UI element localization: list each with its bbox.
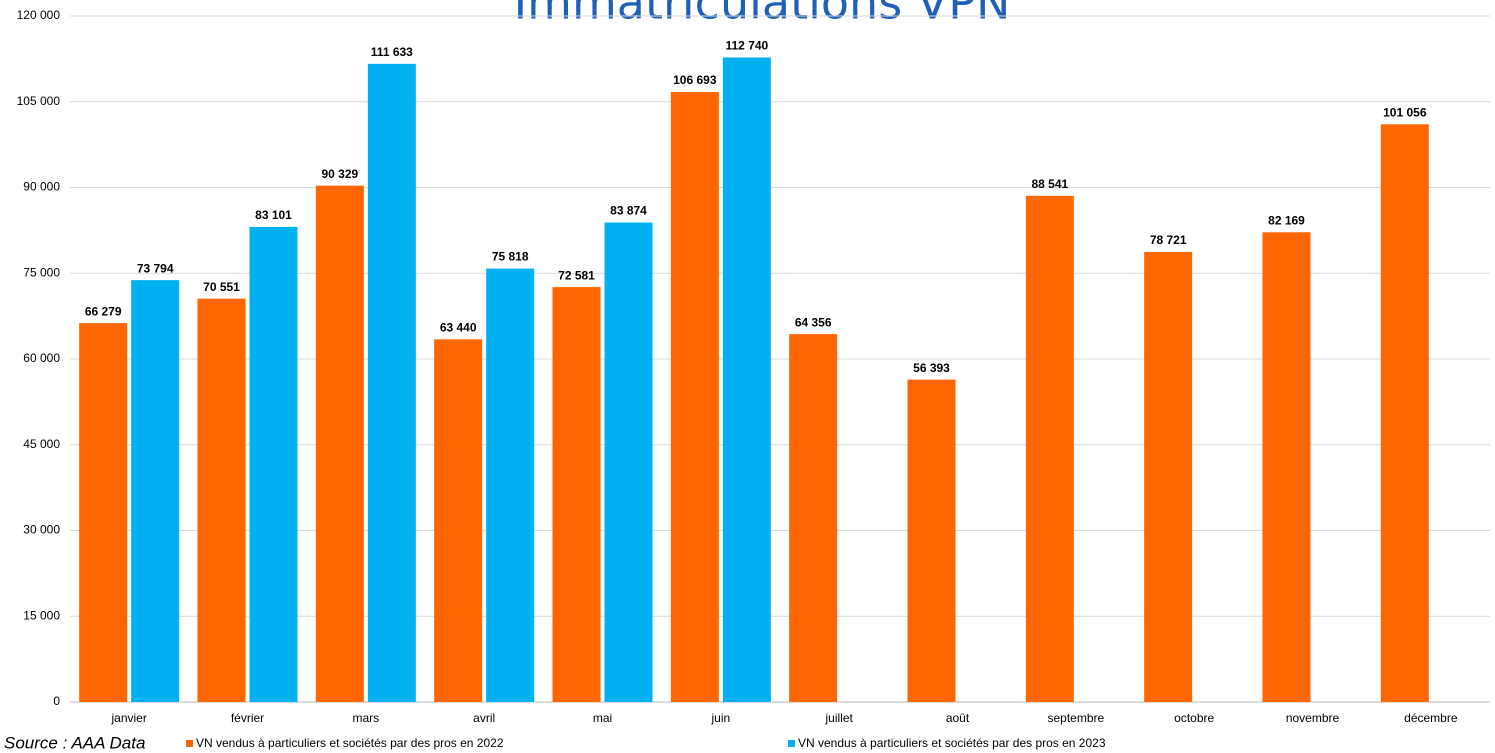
x-tick-label: juillet — [824, 711, 853, 725]
value-label: 82 169 — [1268, 213, 1305, 227]
bar — [249, 226, 298, 703]
bar — [131, 280, 180, 702]
value-label: 106 693 — [673, 73, 717, 87]
y-tick-label: 105 000 — [17, 94, 61, 108]
value-label: 73 794 — [137, 261, 174, 275]
bar — [434, 339, 483, 702]
value-label: 66 279 — [85, 304, 122, 318]
x-tick-label: juin — [710, 711, 730, 725]
legend-label: VN vendus à particuliers et sociétés par… — [798, 736, 1106, 750]
value-label: 64 356 — [795, 315, 832, 329]
value-label: 70 551 — [203, 280, 240, 294]
x-tick-label: décembre — [1404, 711, 1458, 725]
y-tick-label: 120 000 — [17, 8, 61, 22]
legend-swatch — [788, 740, 795, 747]
value-label: 83 101 — [255, 208, 292, 222]
bar — [1144, 251, 1193, 703]
bar — [670, 92, 719, 703]
y-tick-label: 45 000 — [23, 437, 60, 451]
x-tick-label: septembre — [1047, 711, 1104, 725]
value-label: 56 393 — [913, 361, 950, 375]
y-tick-label: 15 000 — [23, 608, 60, 622]
bar — [1380, 124, 1429, 703]
legend-label: VN vendus à particuliers et sociétés par… — [196, 736, 504, 750]
value-label: 112 740 — [725, 39, 768, 53]
bar — [486, 268, 535, 702]
bar — [197, 298, 246, 702]
x-tick-label: février — [231, 711, 264, 725]
value-label: 111 633 — [371, 45, 413, 59]
y-tick-label: 75 000 — [23, 265, 60, 279]
bar — [604, 222, 653, 702]
x-tick-label: août — [946, 711, 970, 725]
value-label: 78 721 — [1150, 233, 1187, 247]
value-label: 90 329 — [321, 167, 358, 181]
y-tick-label: 0 — [53, 694, 60, 708]
bar — [552, 287, 601, 702]
value-label: 83 874 — [610, 204, 647, 218]
bar — [367, 63, 416, 702]
y-tick-label: 60 000 — [23, 351, 60, 365]
value-label: 101 056 — [1383, 105, 1427, 119]
bar — [1025, 195, 1074, 702]
value-label: 75 818 — [492, 250, 529, 264]
x-tick-label: avril — [473, 711, 495, 725]
x-tick-label: mars — [352, 711, 379, 725]
bar — [907, 379, 956, 702]
value-label: 88 541 — [1031, 177, 1068, 191]
value-label: 72 581 — [558, 268, 595, 282]
x-tick-label: octobre — [1174, 711, 1214, 725]
y-tick-label: 90 000 — [23, 180, 60, 194]
chart-title: Immatriculations VPN — [514, 0, 1011, 30]
x-tick-label: janvier — [110, 711, 146, 725]
value-label: 63 440 — [440, 321, 477, 335]
source: Source : AAA Data — [4, 733, 145, 752]
bar — [789, 334, 838, 702]
bar — [79, 323, 128, 702]
x-tick-label: mai — [593, 711, 612, 725]
y-tick-label: 30 000 — [23, 523, 60, 537]
legend-swatch — [186, 740, 193, 747]
bar — [1262, 232, 1311, 702]
bar — [315, 185, 364, 703]
bar — [722, 57, 771, 703]
x-tick-label: novembre — [1286, 711, 1340, 725]
